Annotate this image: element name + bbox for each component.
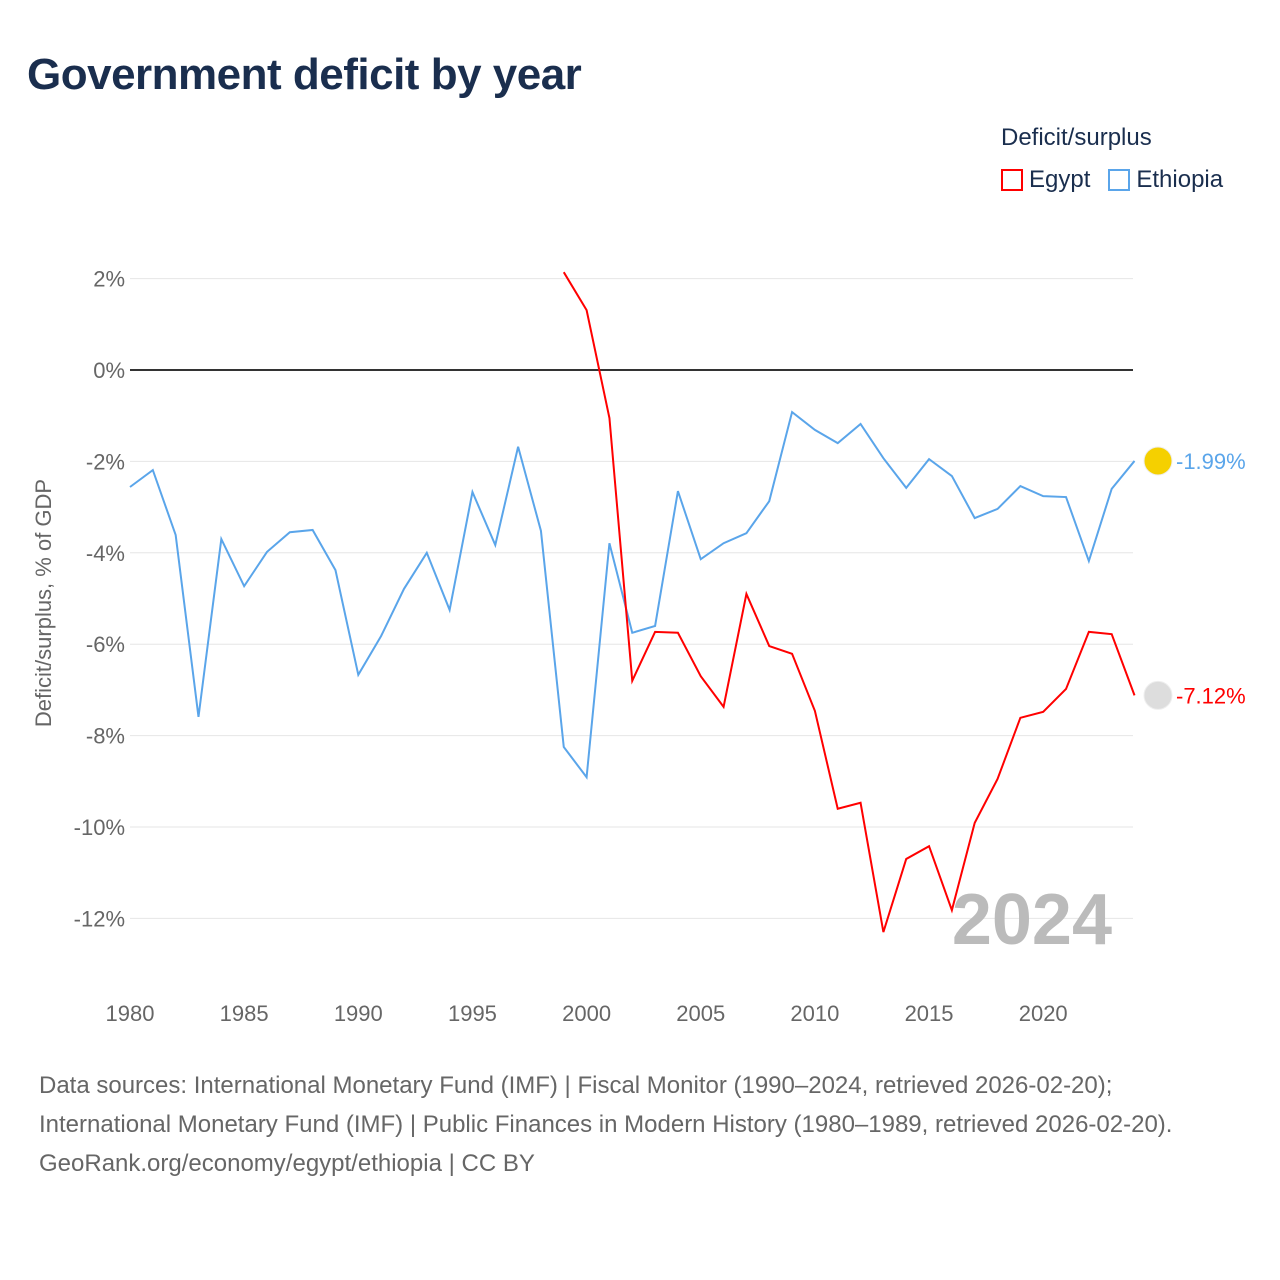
y-tick-label: -6%: [86, 632, 125, 657]
x-tick-label: 2015: [905, 1001, 954, 1026]
legend-item-ethiopia[interactable]: Ethiopia: [1108, 166, 1223, 194]
x-tick-label: 1990: [334, 1001, 383, 1026]
y-axis-label: Deficit/surplus, % of GDP: [31, 479, 56, 727]
legend-swatch: [1108, 169, 1131, 191]
x-tick-label: 2020: [1019, 1001, 1068, 1026]
end-label-ethiopia: -1.99%: [1176, 449, 1246, 474]
y-tick-label: -2%: [86, 449, 125, 474]
end-label-egypt: -7.12%: [1176, 683, 1246, 708]
legend-title: Deficit/surplus: [1001, 124, 1152, 151]
y-tick-label: -4%: [86, 541, 125, 566]
y-tick-label: -10%: [74, 815, 125, 840]
x-tick-label: 1985: [220, 1001, 269, 1026]
series-line-egypt: [562, 271, 1136, 933]
chart-title: Government deficit by year: [27, 50, 582, 99]
attribution-link[interactable]: GeoRank.org/economy/egypt/ethiopia | CC …: [39, 1150, 535, 1177]
x-tick-label: 1980: [106, 1001, 155, 1026]
legend-item-egypt[interactable]: Egypt: [1001, 166, 1090, 194]
legend: Deficit/surplus Egypt Ethiopia: [1001, 124, 1223, 194]
flag-icon-ethiopia: [1143, 446, 1173, 476]
x-tick-label: 1995: [448, 1001, 497, 1026]
y-tick-label: 0%: [93, 358, 125, 383]
series-line-ethiopia: [129, 410, 1136, 780]
x-tick-label: 2010: [790, 1001, 839, 1026]
legend-label: Ethiopia: [1136, 166, 1224, 193]
y-tick-label: -12%: [74, 906, 125, 931]
year-watermark: 2024: [952, 880, 1112, 960]
x-tick-label: 2005: [676, 1001, 725, 1026]
flag-icon-egypt: [1143, 680, 1173, 710]
data-sources-text: Data sources: International Monetary Fun…: [39, 1072, 1173, 1138]
legend-label: Egypt: [1029, 166, 1091, 193]
sources: Data sources: International Monetary Fun…: [39, 1066, 1239, 1183]
y-tick-label: -8%: [86, 724, 125, 749]
x-tick-label: 2000: [562, 1001, 611, 1026]
legend-swatch: [1001, 169, 1023, 191]
y-tick-label: 2%: [93, 267, 125, 292]
